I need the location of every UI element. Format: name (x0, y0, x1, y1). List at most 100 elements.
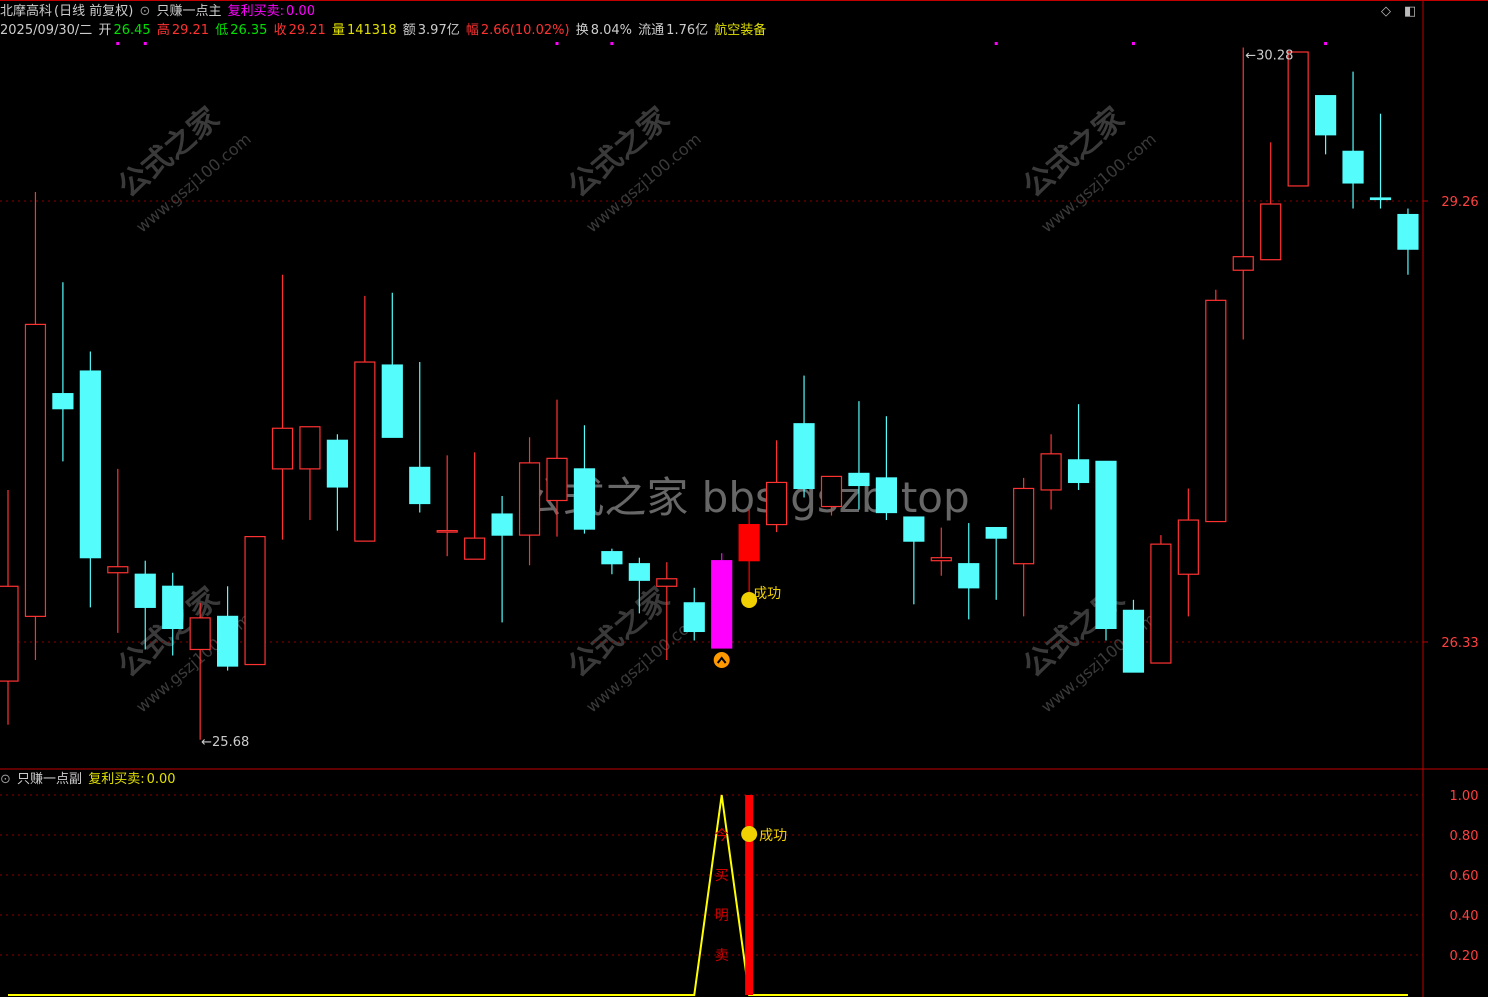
price-axis-label: 29.26 (1441, 195, 1478, 210)
turnover-label: 换 (575, 23, 589, 38)
candle-body (1342, 150, 1364, 184)
indicator-main-name[interactable]: 只赚一点主 (156, 4, 222, 19)
candle-body (1067, 459, 1090, 484)
candle-body (683, 602, 705, 633)
candle-body (217, 615, 239, 667)
candle-body (354, 361, 376, 542)
signal-marker (610, 42, 614, 45)
volume-value: 141318 (346, 23, 397, 38)
signal-marker (994, 42, 998, 45)
watermark-text: 公式之家 (1017, 101, 1131, 205)
change-label: 幅 (465, 23, 479, 38)
candle-body (518, 462, 541, 536)
candle-body (299, 426, 321, 470)
candle-body (711, 560, 733, 649)
signal-label: 复利买卖: (227, 4, 285, 19)
candle-body (1369, 197, 1392, 201)
candle-body (738, 523, 760, 562)
date: 2025/09/30/二 (0, 23, 93, 38)
sub-success-label: 成功 (759, 828, 787, 844)
candle-body (1177, 519, 1199, 575)
watermark-text: 公式之家 (562, 581, 676, 685)
sub-axis-label: 0.80 (1450, 829, 1479, 844)
candle-body (162, 585, 184, 630)
candle-body (546, 457, 568, 502)
candle-body (1095, 460, 1117, 630)
candle-body (134, 573, 156, 608)
high-value: 29.21 (171, 23, 210, 38)
candle-body (1150, 543, 1172, 664)
candle-body (491, 513, 513, 536)
vertical-text-char: 卖 (715, 948, 729, 964)
candle-body (628, 563, 650, 581)
sub-axis-label: 0.40 (1450, 909, 1479, 924)
max-price-label: ←30.28 (1245, 48, 1293, 63)
indicator-toggle-icon[interactable]: ⊙ (139, 4, 151, 19)
float-label: 流通 (638, 23, 665, 38)
vertical-text-char: 今 (715, 828, 729, 844)
signal-marker (1131, 42, 1135, 45)
candle-body (1013, 487, 1035, 565)
candle-body (985, 526, 1007, 539)
diamond-icon[interactable]: ◇ (1381, 4, 1391, 19)
signal-marker (1324, 42, 1328, 45)
candle-body (271, 427, 294, 470)
signal-marker (116, 42, 120, 45)
vertical-text-char: 明 (715, 908, 729, 924)
candle-body (189, 617, 211, 651)
candle-body (79, 370, 101, 559)
candle-body (381, 364, 403, 438)
vertical-text-char: 买 (715, 868, 729, 884)
signal-bar (745, 795, 754, 995)
candle-body (0, 585, 19, 682)
candle-body (1040, 453, 1062, 491)
indicator-sub-name[interactable]: 只赚一点副 (17, 772, 83, 787)
chevron-up-circle-icon (713, 652, 730, 668)
candle-body (1260, 203, 1282, 261)
price-axis-label: 26.33 (1441, 636, 1478, 651)
sub-signal-label: 复利买卖: (88, 772, 145, 787)
candle-body (107, 566, 129, 574)
candle-body (765, 481, 788, 526)
candle-body (1314, 95, 1337, 136)
open-value: 26.45 (113, 23, 151, 38)
signal-marker (143, 42, 147, 45)
signal-line (8, 794, 1408, 996)
smiley-icon (741, 592, 758, 608)
candle-body (958, 563, 980, 589)
min-price-label: ←25.68 (201, 735, 249, 750)
period: (日线 前复权) (54, 4, 134, 19)
low-label: 低 (215, 23, 229, 38)
quote-header: 2025/09/30/二 开 26.45 高 29.21 低 26.35 收 29.21… (0, 23, 768, 39)
sub-axis-label: 0.20 (1450, 949, 1479, 964)
candle-body (464, 537, 486, 560)
candle-body (875, 477, 898, 514)
candle-body (573, 468, 596, 530)
amount-label: 额 (402, 23, 416, 38)
stock-name: 北摩高科 (0, 4, 53, 19)
low-value: 26.35 (230, 23, 268, 38)
sub-toggle-icon[interactable]: ⊙ (0, 772, 11, 787)
smiley-icon (741, 826, 758, 842)
open-label: 开 (98, 23, 112, 38)
candle-body (436, 529, 458, 533)
candle-body (24, 323, 47, 617)
sector[interactable]: 航空装备 (714, 23, 767, 38)
candle-body (326, 439, 348, 488)
candle-body (1232, 256, 1254, 271)
change-value: 2.66(10.02%) (480, 23, 570, 38)
success-label: 成功 (753, 586, 781, 602)
float-value: 1.76亿 (666, 23, 709, 38)
chevron-up-glyph (716, 656, 727, 664)
signal-marker (555, 42, 559, 45)
sub-header: ⊙ 只赚一点副 复利买卖: 0.00 (0, 772, 178, 788)
candle-body (903, 516, 925, 542)
candle-body (244, 536, 266, 666)
candle-body (793, 423, 815, 490)
candle-body (930, 557, 952, 562)
candle-body (1205, 299, 1227, 523)
window-icon[interactable]: ◧ (1404, 4, 1417, 19)
sub-axis-label: 1.00 (1450, 789, 1479, 804)
candle-body (848, 472, 870, 487)
